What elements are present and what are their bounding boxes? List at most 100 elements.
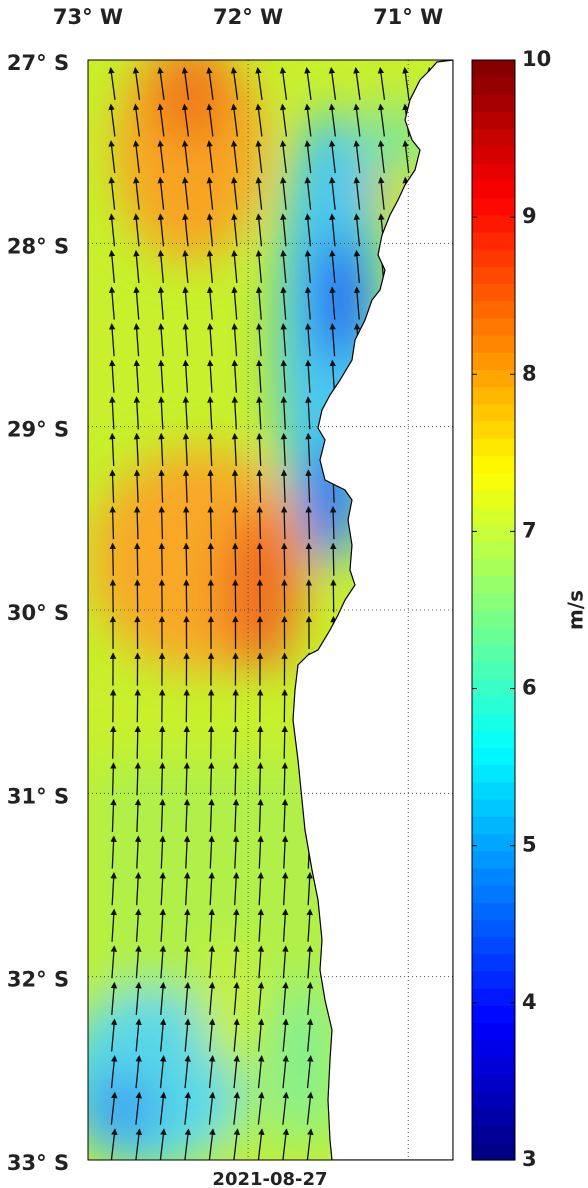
colorbar-step: [472, 970, 515, 989]
wind-speed-field: [88, 60, 453, 1160]
wind-arrow: [233, 1128, 241, 1160]
colorbar-step: [472, 1074, 515, 1092]
wind-arrow: [158, 542, 165, 576]
wind-arrow: [181, 140, 189, 174]
wind-arrow: [207, 505, 214, 540]
colorbar-step: [472, 867, 515, 886]
wind-arrow: [110, 871, 117, 906]
wind-arrow: [182, 286, 189, 320]
wind-arrow: [306, 945, 314, 979]
colorbar-step: [472, 661, 515, 680]
colorbar-step: [472, 231, 515, 250]
colorbar-frame: [471, 59, 516, 1161]
colorbar-step: [472, 266, 515, 285]
wind-arrow: [255, 66, 263, 100]
wind-arrow: [208, 835, 215, 869]
wind-arrow: [305, 505, 312, 540]
wind-arrow: [353, 213, 361, 247]
wind-arrow: [230, 66, 239, 100]
wind-arrow: [304, 213, 312, 247]
lon-tick-label: 73° W: [53, 5, 123, 29]
wind-arrow: [231, 359, 238, 393]
wind-arrow: [257, 871, 264, 906]
wind-arrow: [157, 66, 165, 100]
wind-arrow: [157, 176, 165, 210]
colorbar-label: m/s: [564, 590, 588, 630]
wind-arrow: [232, 798, 240, 833]
wind-arrow: [255, 322, 263, 357]
wind-arrow: [132, 66, 141, 100]
wind-arrow: [281, 871, 289, 906]
wind-arrow: [109, 432, 116, 467]
wind-arrow: [108, 213, 116, 247]
wind-arrow: [133, 542, 141, 576]
wind-arrow: [279, 66, 288, 100]
wind-arrow: [110, 908, 118, 942]
colorbar-step: [472, 420, 515, 439]
wind-arrow: [231, 505, 239, 540]
wind-arrow: [280, 432, 288, 467]
colorbar-step: [472, 369, 515, 388]
colorbar-step: [472, 575, 515, 594]
wind-arrow: [134, 798, 142, 833]
wind-arrow: [182, 176, 189, 210]
wind-arrow: [110, 1018, 118, 1052]
wind-arrow: [230, 103, 239, 137]
wind-arrow: [255, 213, 263, 247]
wind-arrow: [230, 140, 238, 174]
wind-arrow: [158, 432, 165, 467]
wind-arrow: [280, 469, 288, 503]
wind-arrow: [184, 1018, 191, 1052]
wind-arrow: [133, 505, 141, 540]
wind-arrow: [110, 762, 117, 796]
wind-arrow: [134, 835, 142, 869]
wind-arrow: [231, 249, 238, 283]
wind-arrow: [328, 103, 337, 137]
colorbar-step: [472, 558, 515, 577]
wind-arrow: [182, 505, 190, 540]
wind-arrow: [328, 140, 336, 174]
wind-arrow: [255, 176, 263, 210]
wind-arrow: [206, 176, 214, 210]
wind-arrow: [280, 505, 288, 540]
colorbar-step: [472, 335, 515, 353]
wind-arrow: [182, 359, 189, 393]
wind-arrow: [353, 176, 361, 210]
wind-arrow: [282, 945, 289, 979]
wind-arrow: [257, 762, 264, 796]
wind-arrow: [256, 432, 263, 467]
colorbar-step: [472, 610, 515, 628]
wind-arrow: [232, 725, 240, 759]
wind-arrow: [158, 469, 165, 503]
wind-arrow: [304, 322, 312, 357]
wind-arrow: [282, 1055, 289, 1089]
wind-arrow: [282, 1018, 289, 1052]
wind-arrow: [257, 835, 264, 869]
wind-arrow: [329, 213, 336, 247]
wind-arrow: [231, 542, 239, 576]
wind-arrow: [306, 981, 314, 1016]
wind-arrow: [206, 359, 214, 393]
wind-arrow: [231, 322, 238, 357]
wind-arrow: [135, 1055, 142, 1089]
wind-arrow: [109, 469, 116, 503]
wind-arrow: [282, 908, 289, 942]
wind-arrow: [279, 140, 287, 174]
wind-arrow: [108, 249, 116, 283]
wind-arrow: [184, 908, 191, 942]
wind-arrow: [159, 1055, 167, 1089]
wind-arrow: [158, 505, 165, 540]
wind-arrow: [133, 213, 140, 247]
wind-arrow: [306, 1091, 314, 1125]
wind-arrow: [208, 798, 215, 833]
colorbar-step: [472, 919, 515, 938]
wind-arrow: [134, 871, 142, 906]
wind-arrow: [108, 286, 116, 320]
wind-arrow: [255, 140, 263, 174]
colorbar-step: [472, 678, 515, 697]
wind-arrow: [181, 103, 190, 137]
wind-arrow: [281, 762, 289, 796]
colorbar-step: [472, 352, 515, 370]
wind-arrow: [208, 1055, 216, 1089]
wind-arrow: [304, 286, 312, 320]
